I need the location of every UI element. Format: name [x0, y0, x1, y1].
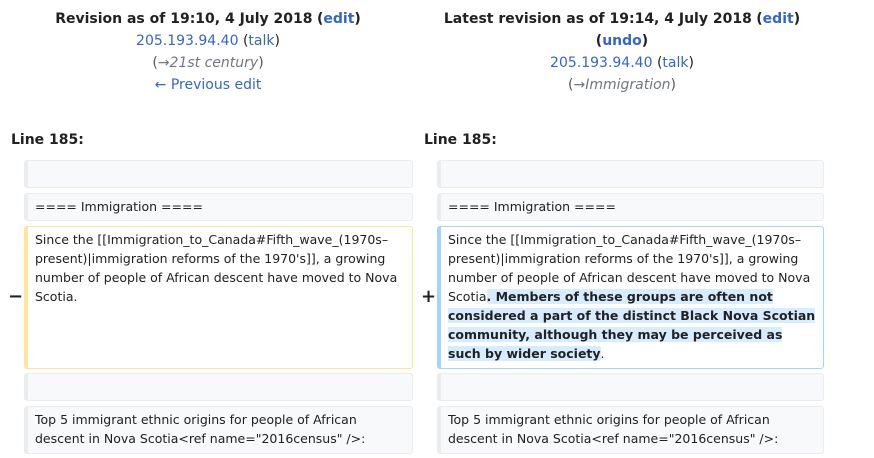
right-section-arrow-link[interactable]: → — [573, 77, 586, 93]
right-user-link[interactable]: 205.193.94.40 — [550, 55, 653, 71]
left-talk-paren: (talk) — [242, 33, 280, 49]
left-revision-header: Revision as of 19:10, 4 July 2018 (edit)… — [0, 8, 416, 96]
added-line-trailing-text: . — [600, 346, 605, 361]
right-talk-link[interactable]: talk — [662, 55, 689, 71]
left-section-arrow-link[interactable]: → — [157, 55, 170, 71]
deleted-line: Since the [[Immigration_to_Canada#Fifth_… — [24, 226, 413, 369]
left-line-number: Line 185: — [11, 132, 84, 148]
right-revision-header: Latest revision as of 19:14, 4 July 2018… — [414, 8, 830, 96]
left-context-heading: ==== Immigration ==== — [24, 193, 413, 221]
left-revision-title-link[interactable]: Revision as of 19:10, 4 July 2018 — [55, 11, 313, 27]
left-context-empty-top — [24, 160, 413, 188]
added-line-marker: + — [421, 286, 437, 307]
left-user-line: 205.193.94.40 (talk) — [0, 30, 416, 52]
right-context-census: Top 5 immigrant ethnic origins for peopl… — [437, 406, 824, 454]
right-context-empty-top — [437, 160, 824, 188]
right-edit-summary: (→Immigration) — [567, 77, 676, 93]
left-edit-link[interactable]: edit — [323, 11, 355, 27]
added-line-unchanged-text: Since the [[Immigration_to_Canada#Fifth_… — [448, 232, 811, 304]
left-user-link[interactable]: 205.193.94.40 — [136, 33, 239, 49]
previous-edit-link[interactable]: ← Previous edit — [154, 77, 262, 93]
added-line-inserted-text: . Members of these groups are often not … — [448, 289, 816, 361]
undo-link[interactable]: undo — [602, 33, 642, 49]
left-section-comment: 21st century — [169, 55, 259, 71]
left-context-census: Top 5 immigrant ethnic origins for peopl… — [24, 406, 413, 454]
deleted-line-marker: − — [8, 286, 24, 307]
right-section-comment: Immigration — [585, 77, 671, 93]
left-edit-paren: (edit) — [316, 11, 361, 27]
added-line: Since the [[Immigration_to_Canada#Fifth_… — [437, 226, 824, 369]
right-line-number: Line 185: — [424, 132, 497, 148]
right-revision-title-line: Latest revision as of 19:14, 4 July 2018… — [414, 8, 830, 30]
right-context-heading: ==== Immigration ==== — [437, 193, 824, 221]
left-context-empty-bottom — [24, 373, 413, 401]
right-user-line: 205.193.94.40 (talk) — [414, 52, 830, 74]
right-revision-title-link[interactable]: Latest revision as of 19:14, 4 July 2018 — [443, 11, 752, 27]
right-context-empty-bottom — [437, 373, 824, 401]
right-edit-link[interactable]: edit — [762, 11, 794, 27]
right-talk-paren: (talk) — [656, 55, 694, 71]
left-edit-summary: (→21st century) — [152, 55, 264, 71]
left-talk-link[interactable]: talk — [248, 33, 275, 49]
undo-line: (undo) — [595, 33, 649, 49]
right-edit-paren: (edit) — [756, 11, 801, 27]
left-revision-title-line: Revision as of 19:10, 4 July 2018 (edit) — [0, 8, 416, 30]
